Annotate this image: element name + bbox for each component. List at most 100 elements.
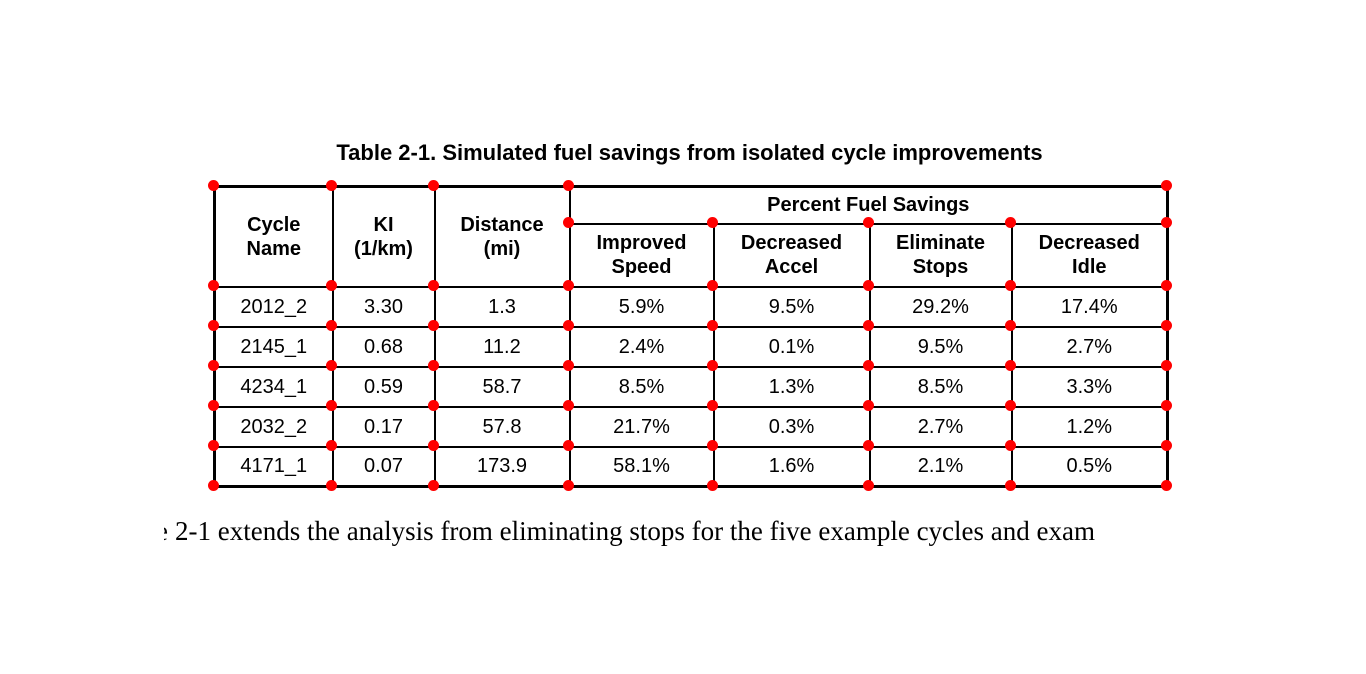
anchor-dot[interactable]	[862, 279, 874, 291]
anchor-dot[interactable]	[562, 279, 574, 291]
anchor-dot[interactable]	[207, 479, 219, 491]
table-cell: 58.7	[433, 365, 571, 408]
anchor-dot[interactable]	[207, 399, 219, 411]
table-cell: 9.5%	[712, 285, 871, 328]
table-cell: 11.2	[433, 325, 571, 368]
anchor-dot[interactable]	[706, 319, 718, 331]
table-caption: Table 2-1. Simulated fuel savings from i…	[336, 140, 1043, 165]
anchor-dot[interactable]	[1160, 439, 1172, 451]
anchor-dot[interactable]	[706, 479, 718, 491]
anchor-dot[interactable]	[1160, 179, 1172, 191]
table-cell: 0.68	[331, 325, 436, 368]
table-cell: 173.9	[433, 445, 571, 488]
anchor-dot[interactable]	[562, 439, 574, 451]
anchor-dot[interactable]	[562, 179, 574, 191]
table-cell: 3.3%	[1010, 365, 1169, 408]
anchor-dot[interactable]	[207, 179, 219, 191]
anchor-dot[interactable]	[562, 319, 574, 331]
anchor-dot[interactable]	[706, 279, 718, 291]
anchor-dot[interactable]	[1004, 479, 1016, 491]
table-cell: 2.7%	[868, 405, 1013, 448]
anchor-dot[interactable]	[325, 399, 337, 411]
anchor-dot[interactable]	[1004, 319, 1016, 331]
anchor-dot[interactable]	[562, 359, 574, 371]
anchor-dot[interactable]	[706, 439, 718, 451]
anchor-dot[interactable]	[325, 479, 337, 491]
anchor-dot[interactable]	[427, 179, 439, 191]
anchor-dot[interactable]	[562, 216, 574, 228]
anchor-dot[interactable]	[862, 359, 874, 371]
anchor-dot[interactable]	[1004, 399, 1016, 411]
table-cell: 0.17	[331, 405, 436, 448]
clipped-letter-fragment: e	[156, 516, 168, 546]
anchor-dot[interactable]	[1160, 279, 1172, 291]
table-cell: 8.5%	[868, 365, 1013, 408]
table-row: 2032_2 0.17 57.8 21.7% 0.3% 2.7% 1.2%	[213, 405, 1169, 448]
anchor-dot[interactable]	[325, 279, 337, 291]
body-text-line: 2-1 extends the analysis from eliminatin…	[175, 516, 1095, 546]
table-cell: 5.9%	[568, 285, 715, 328]
column-header-decreased-idle: Decreased Idle	[1010, 222, 1169, 288]
anchor-dot[interactable]	[207, 439, 219, 451]
anchor-dot[interactable]	[1160, 479, 1172, 491]
anchor-dot[interactable]	[325, 359, 337, 371]
anchor-dot[interactable]	[862, 399, 874, 411]
anchor-dot[interactable]	[1160, 359, 1172, 371]
table-cell: 2032_2	[213, 405, 334, 448]
anchor-dot[interactable]	[562, 479, 574, 491]
anchor-dot[interactable]	[862, 439, 874, 451]
table-cell: 3.30	[331, 285, 436, 328]
table-cell: 1.3	[433, 285, 571, 328]
anchor-dot[interactable]	[1160, 319, 1172, 331]
column-header-ki: KI (1/km)	[331, 185, 436, 288]
table-cell: 4234_1	[213, 365, 334, 408]
anchor-dot[interactable]	[1004, 439, 1016, 451]
table-row: 2145_1 0.68 11.2 2.4% 0.1% 9.5% 2.7%	[213, 325, 1169, 368]
anchor-dot[interactable]	[1004, 216, 1016, 228]
table-cell: 2.1%	[868, 445, 1013, 488]
table-cell: 0.1%	[712, 325, 871, 368]
anchor-dot[interactable]	[207, 319, 219, 331]
anchor-dot[interactable]	[706, 359, 718, 371]
table-cell: 1.3%	[712, 365, 871, 408]
column-header-decreased-accel: Decreased Accel	[712, 222, 871, 288]
column-header-distance: Distance (mi)	[433, 185, 571, 288]
anchor-dot[interactable]	[862, 479, 874, 491]
anchor-dot[interactable]	[862, 216, 874, 228]
anchor-dots-layer	[207, 179, 1172, 491]
anchor-dot[interactable]	[862, 319, 874, 331]
anchor-dot[interactable]	[1004, 279, 1016, 291]
anchor-dot[interactable]	[706, 216, 718, 228]
column-header-cycle-name: Cycle Name	[213, 185, 334, 288]
anchor-dot[interactable]	[427, 399, 439, 411]
anchor-dot[interactable]	[325, 179, 337, 191]
column-header-eliminate-stops: Eliminate Stops	[868, 222, 1013, 288]
anchor-dot[interactable]	[427, 359, 439, 371]
anchor-dot[interactable]	[1160, 399, 1172, 411]
table-cell: 58.1%	[568, 445, 715, 488]
table-cell: 57.8	[433, 405, 571, 448]
anchor-dot[interactable]	[1160, 216, 1172, 228]
anchor-dot[interactable]	[325, 319, 337, 331]
table-cell: 2.7%	[1010, 325, 1169, 368]
table-cell: 1.2%	[1010, 405, 1169, 448]
anchor-dot[interactable]	[1004, 359, 1016, 371]
anchor-dot[interactable]	[207, 359, 219, 371]
fuel-savings-table-container: Cycle Name KI (1/km) Distance (mi) Perce…	[207, 179, 1172, 491]
anchor-dot[interactable]	[706, 399, 718, 411]
table-cell: 9.5%	[868, 325, 1013, 368]
anchor-dot[interactable]	[562, 399, 574, 411]
table-cell: 21.7%	[568, 405, 715, 448]
table-cell: 0.59	[331, 365, 436, 408]
anchor-dot[interactable]	[427, 479, 439, 491]
anchor-dot[interactable]	[207, 279, 219, 291]
anchor-dot[interactable]	[325, 439, 337, 451]
fuel-savings-table: Cycle Name KI (1/km) Distance (mi) Perce…	[213, 185, 1170, 488]
anchor-dot[interactable]	[427, 439, 439, 451]
anchor-dot[interactable]	[427, 279, 439, 291]
table-cell: 4171_1	[213, 445, 334, 488]
table-row: 2012_2 3.30 1.3 5.9% 9.5% 29.2% 17.4%	[213, 285, 1169, 328]
anchor-dot[interactable]	[427, 319, 439, 331]
table-cell: 17.4%	[1010, 285, 1169, 328]
